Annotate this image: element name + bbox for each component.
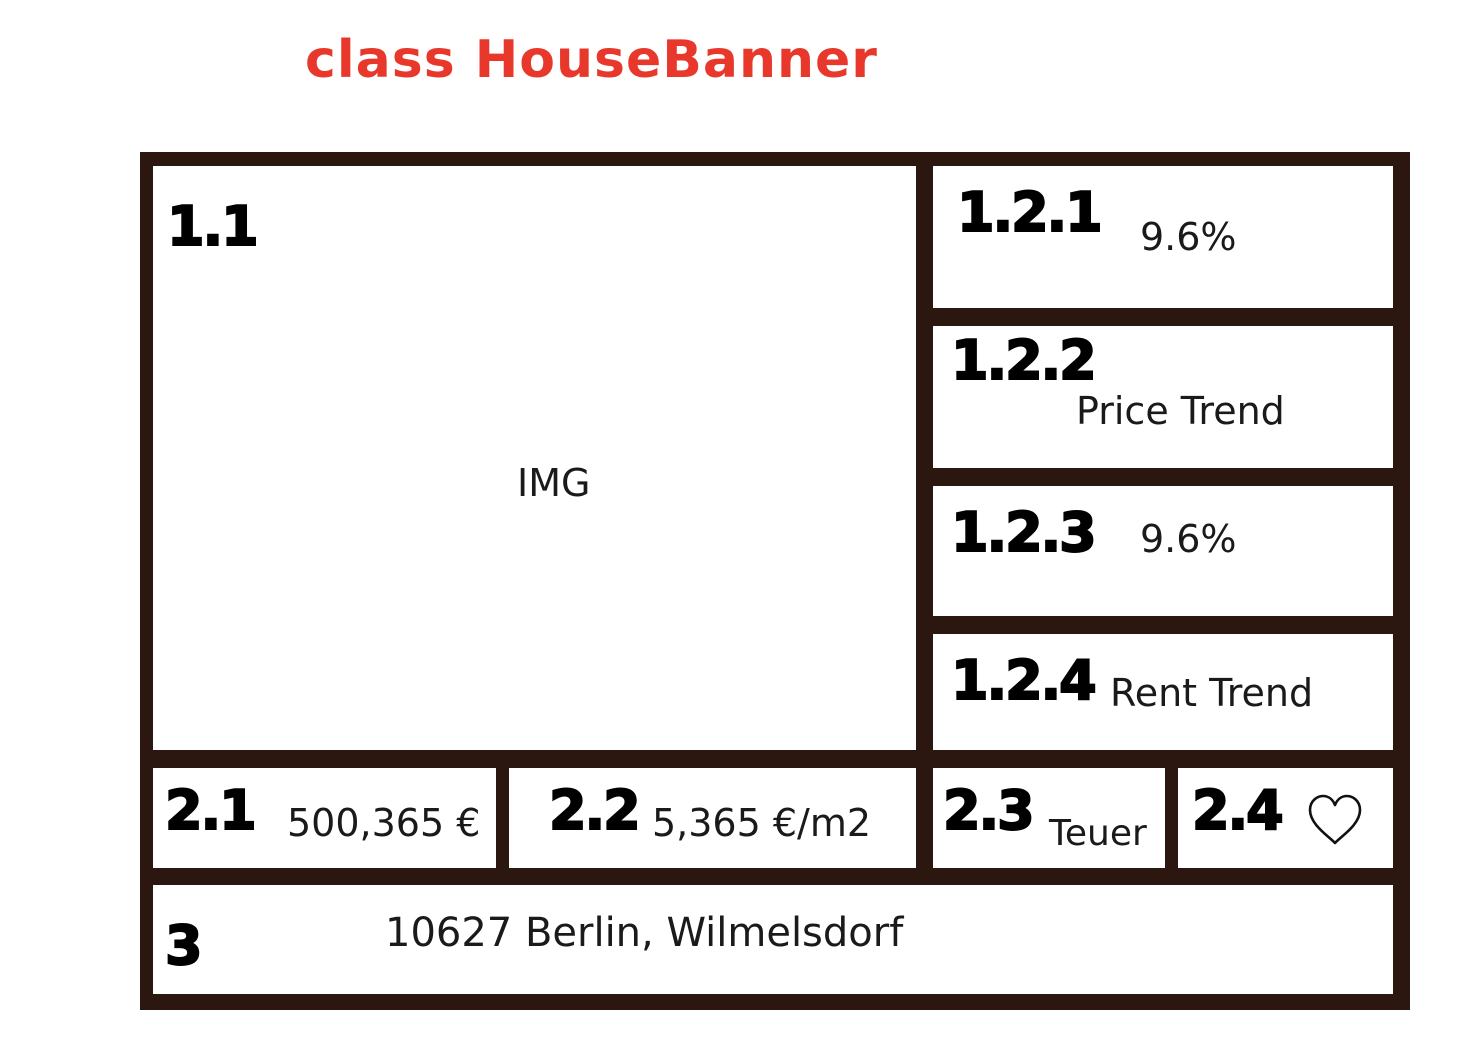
cell-2-1: 2.1 500,365 €: [153, 768, 496, 868]
cell-value: 9.6%: [1140, 517, 1237, 561]
address-value: 10627 Berlin, Wilmelsdorf: [385, 910, 904, 956]
cell-2-2: 2.2 5,365 €/m2: [509, 768, 916, 868]
cell-label: 2.1: [164, 779, 258, 842]
cell-label: 1.1: [166, 195, 260, 258]
cell-2-4: 2.4: [1178, 768, 1393, 868]
price-value: 500,365 €: [287, 801, 481, 845]
cell-1-2-2: 1.2.2 Price Trend: [933, 326, 1393, 468]
cell-1-1: 1.1 IMG: [153, 166, 916, 750]
cell-2-3: 2.3 Teuer: [933, 768, 1165, 868]
cell-value: 9.6%: [1140, 215, 1237, 259]
cell-label: 1.2.4: [950, 649, 1098, 712]
cell-3: 3 10627 Berlin, Wilmelsdorf: [153, 885, 1393, 994]
cell-1-2-4: 1.2.4 Rent Trend: [933, 634, 1393, 750]
diagram-title: class HouseBanner: [305, 30, 878, 90]
cell-label: 2.4: [1191, 779, 1285, 842]
cell-label: 1.2.1: [956, 181, 1104, 244]
cell-value: Rent Trend: [1110, 671, 1314, 715]
cell-1-2-1: 1.2.1 9.6%: [933, 166, 1393, 308]
cell-label: 2.3: [942, 779, 1036, 842]
image-placeholder: IMG: [517, 461, 591, 505]
cell-label: 2.2: [548, 779, 642, 842]
cell-1-2-3: 1.2.3 9.6%: [933, 486, 1393, 616]
cell-label: 1.2.3: [950, 501, 1098, 564]
price-per-m2-value: 5,365 €/m2: [652, 801, 872, 845]
cell-value: Price Trend: [1076, 389, 1285, 433]
cell-label: 1.2.2: [950, 329, 1098, 392]
heart-icon[interactable]: [1306, 792, 1364, 848]
rating-value: Teuer: [1049, 813, 1147, 854]
house-banner-frame: 1.1 IMG 1.2.1 9.6% 1.2.2 Price Trend 1.2…: [140, 152, 1410, 1010]
cell-label: 3: [164, 914, 204, 977]
